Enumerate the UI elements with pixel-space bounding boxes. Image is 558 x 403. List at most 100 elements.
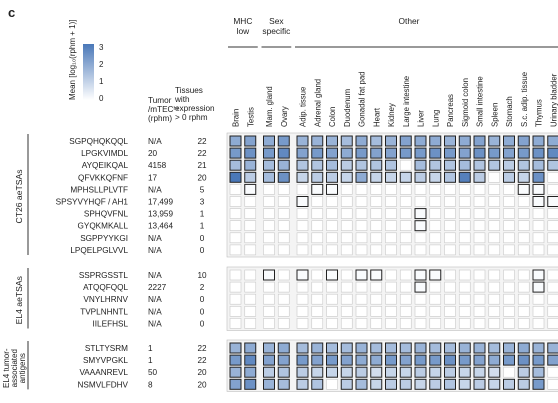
heatmap-cell [326, 196, 338, 207]
heatmap-cell [517, 378, 530, 390]
column-label: Spleen [490, 103, 499, 127]
heatmap-cell [244, 196, 257, 207]
heatmap-cell [517, 366, 530, 378]
heatmap-cell [473, 220, 486, 231]
heatmap-cell [355, 378, 368, 390]
heatmap-cell [414, 196, 427, 207]
heatmap-cell [429, 232, 442, 244]
row-group-label: EL4 aeTSAs [14, 276, 24, 324]
heatmap-cell [488, 269, 501, 281]
heatmap-cell [458, 208, 471, 219]
row-tumor-value: N/A [148, 307, 162, 316]
row-tumor-value: N/A [148, 234, 162, 243]
heatmap-cell [385, 159, 397, 171]
heatmap-cell [444, 171, 456, 183]
heatmap-cell [370, 184, 383, 195]
row-peptide-label: MPHSLLPLVTF [70, 185, 128, 194]
heatmap-cell [414, 354, 427, 366]
heatmap-cell [517, 354, 530, 366]
heatmap-cell [399, 184, 412, 195]
heatmap-cell [370, 366, 383, 378]
heatmap-cell [503, 135, 515, 147]
heatmap-cell [547, 354, 558, 366]
row-tumor-value: 1 [148, 356, 153, 365]
heatmap-cell [414, 135, 427, 147]
heatmap-cell [326, 183, 338, 195]
heatmap-cell [370, 135, 383, 147]
row-tumor-value: 4158 [148, 161, 167, 170]
heatmap-cell [277, 378, 290, 390]
heatmap-cell [277, 135, 290, 147]
heatmap-cell [473, 135, 486, 147]
heatmap-cell [326, 135, 338, 147]
heatmap-cell [385, 342, 397, 354]
heatmap-cell [444, 196, 456, 207]
heatmap-cell [547, 318, 558, 329]
row-peptide-label: SGPPYYKGI [80, 234, 128, 243]
heatmap-cell [296, 244, 309, 256]
heatmap-cell [414, 244, 427, 256]
heatmap-cell [296, 305, 309, 317]
heatmap-cell [311, 305, 324, 317]
heatmap-cell [263, 305, 275, 317]
row-tumor-value: 13,464 [148, 222, 173, 231]
heatmap-cell [488, 220, 501, 231]
heatmap-cell [444, 281, 456, 293]
heatmap-cell [473, 208, 486, 219]
heatmap-cell [503, 281, 515, 293]
heatmap-cell [532, 183, 545, 195]
heatmap-cell [229, 244, 242, 256]
row-peptide-label: IILEFHSL [93, 319, 129, 328]
row-tissues-count: 0 [200, 307, 205, 316]
heatmap-cell [547, 293, 558, 305]
heatmap-cell [355, 366, 368, 378]
heatmap-cell [277, 293, 290, 305]
heatmap-cell [355, 208, 368, 219]
heatmap-cell [311, 354, 324, 366]
tissues-header-label: Tissues [175, 86, 203, 95]
heatmap-cell [277, 269, 290, 281]
heatmap-cell [473, 378, 486, 390]
heatmap-cell [503, 342, 515, 354]
heatmap-cell [263, 342, 275, 354]
heatmap-cell [444, 208, 456, 219]
heatmap-cell [473, 244, 486, 256]
heatmap-cell [547, 172, 558, 183]
heatmap-cell [458, 354, 471, 366]
heatmap-cell [263, 184, 275, 195]
heatmap-cell [429, 220, 442, 231]
heatmap-cell [263, 171, 275, 183]
heatmap-cell [370, 220, 383, 231]
row-tumor-value: N/A [148, 185, 162, 194]
heatmap-cell [503, 305, 515, 317]
heatmap-cell [244, 281, 257, 293]
heatmap-cell [488, 342, 501, 354]
heatmap-cell [503, 354, 515, 366]
heatmap-cell [473, 171, 486, 183]
heatmap-cell [296, 196, 309, 207]
heatmap-cell [355, 244, 368, 256]
heatmap-cell [277, 318, 290, 329]
heatmap-cell [311, 183, 324, 195]
heatmap-cell [263, 281, 275, 293]
row-peptide-label: SMYVPGKL [83, 356, 128, 365]
heatmap-cell [517, 305, 530, 317]
row-tumor-value: 1 [148, 344, 153, 353]
heatmap-cell [326, 366, 338, 378]
heatmap-cell [311, 208, 324, 219]
row-tissues-count: 22 [197, 137, 207, 146]
heatmap-cell [414, 184, 427, 195]
heatmap-cell [429, 147, 442, 159]
heatmap-cell [429, 159, 442, 171]
heatmap-cell [385, 293, 397, 305]
heatmap-cell [229, 208, 242, 219]
heatmap-cell [296, 269, 309, 281]
heatmap-cell [263, 293, 275, 305]
heatmap-cell [532, 147, 545, 159]
heatmap-cell [385, 135, 397, 147]
heatmap-cell [473, 366, 486, 378]
heatmap-cell [326, 354, 338, 366]
heatmap-cell [263, 366, 275, 378]
heatmap-cell [547, 342, 558, 354]
